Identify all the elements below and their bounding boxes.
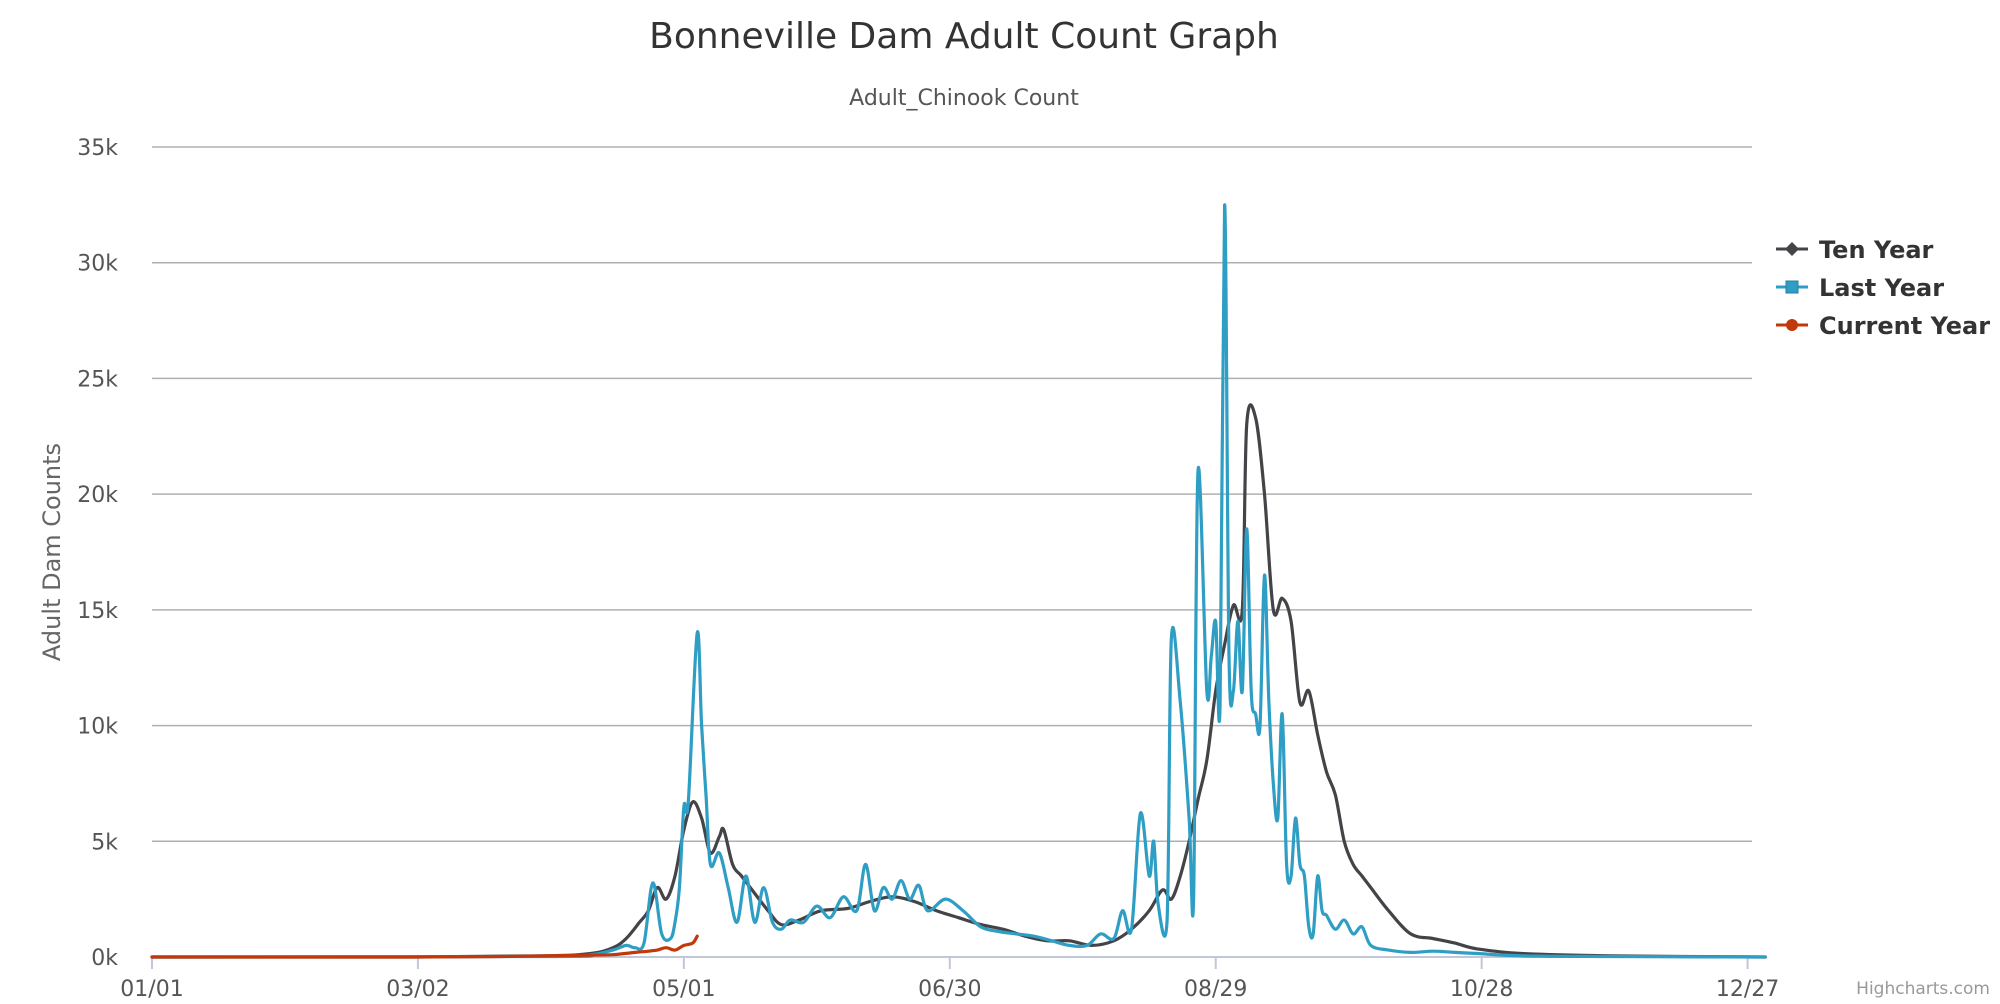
- y-axis-ticks: 0k 5k 10k 15k 20k 25k 30k 35k: [77, 136, 118, 971]
- legend-label: Last Year: [1819, 274, 1944, 302]
- x-tick-label: 10/28: [1450, 977, 1513, 1000]
- chart-subtitle: Adult_Chinook Count: [849, 86, 1079, 111]
- x-tick-label: 01/01: [120, 977, 183, 1000]
- legend-marker-diamond: [1785, 242, 1799, 256]
- y-tick-label: 0k: [91, 946, 118, 971]
- legend-label: Ten Year: [1819, 236, 1934, 264]
- legend-marker-square: [1785, 280, 1799, 294]
- series-line-current-year[interactable]: [150, 934, 699, 959]
- legend: Ten Year Last Year Current Year: [1776, 236, 1990, 340]
- y-tick-label: 5k: [91, 830, 118, 855]
- y-tick-label: 10k: [77, 715, 118, 740]
- x-tick-label: 12/27: [1716, 977, 1779, 1000]
- series-line-last-year[interactable]: [150, 203, 1767, 959]
- x-tick-label: 03/02: [386, 977, 449, 1000]
- x-tick-label: 05/01: [652, 977, 715, 1000]
- y-tick-label: 15k: [77, 599, 118, 624]
- legend-item-ten-year[interactable]: Ten Year: [1776, 236, 1934, 264]
- legend-label: Current Year: [1819, 312, 1990, 340]
- y-tick-label: 25k: [77, 367, 118, 392]
- legend-marker-circle: [1786, 319, 1798, 331]
- x-tick-label: 08/29: [1184, 977, 1247, 1000]
- series-lines: [150, 203, 1767, 959]
- credits[interactable]: Highcharts.com: [1856, 979, 1990, 999]
- legend-item-last-year[interactable]: Last Year: [1776, 274, 1944, 302]
- y-tick-label: 20k: [77, 483, 118, 508]
- x-tick-label: 06/30: [918, 977, 981, 1000]
- legend-item-current-year[interactable]: Current Year: [1776, 312, 1990, 340]
- gridlines: [152, 146, 1752, 843]
- x-axis-ticks: 01/01 03/02 05/01 06/30 08/29 10/28 12/27: [120, 956, 1779, 1002]
- y-tick-label: 30k: [77, 252, 118, 277]
- y-axis-label: Adult Dam Counts: [38, 443, 66, 661]
- series-line-ten-year[interactable]: [150, 403, 1767, 959]
- y-tick-label: 35k: [77, 136, 118, 161]
- chart-title: Bonneville Dam Adult Count Graph: [649, 16, 1279, 57]
